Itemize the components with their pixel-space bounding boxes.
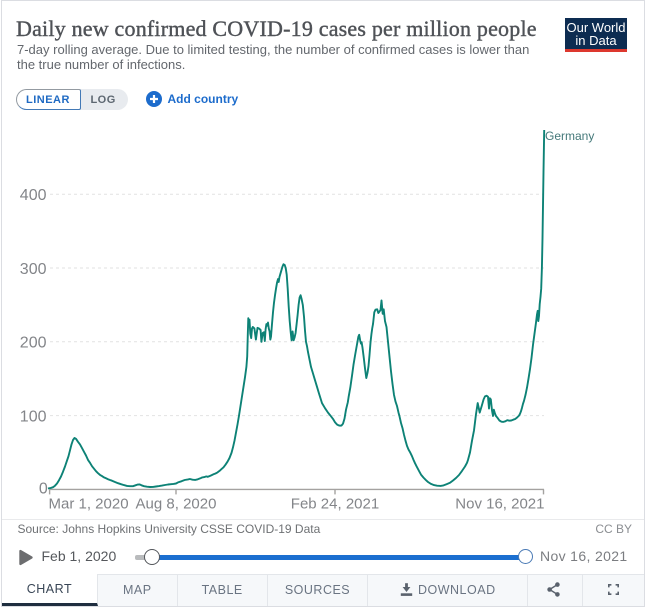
svg-text:0: 0 xyxy=(39,480,48,497)
svg-text:Aug 8, 2020: Aug 8, 2020 xyxy=(136,495,217,512)
svg-text:200: 200 xyxy=(20,335,47,352)
svg-text:300: 300 xyxy=(20,261,47,278)
svg-text:Nov 16, 2021: Nov 16, 2021 xyxy=(455,495,544,512)
svg-text:Feb 24, 2021: Feb 24, 2021 xyxy=(291,495,379,512)
svg-text:100: 100 xyxy=(20,408,47,425)
svg-text:Mar 1, 2020: Mar 1, 2020 xyxy=(49,495,129,512)
svg-text:400: 400 xyxy=(20,187,47,204)
